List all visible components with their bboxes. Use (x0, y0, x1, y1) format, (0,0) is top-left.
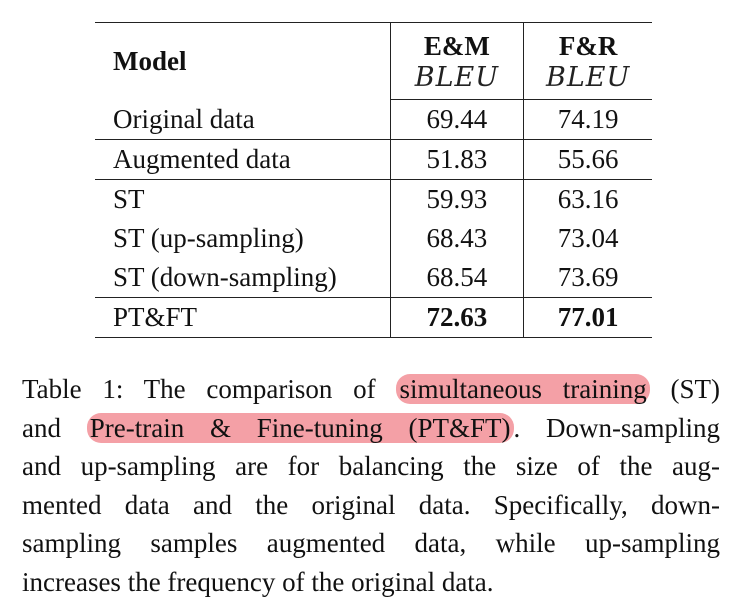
table-row: ST 59.93 63.16 (95, 179, 652, 219)
table-metric-row: BLEU BLEU (95, 62, 652, 100)
row-fr-best: 77.01 (523, 297, 652, 338)
header-model: Model (95, 22, 391, 100)
caption-text: and (22, 412, 61, 443)
row-model: ST (113, 184, 145, 214)
row-em-best: 72.63 (389, 297, 525, 338)
caption-line: sampling samples augmented data, while u… (22, 528, 720, 558)
table-row: ST (down-sampling) 68.54 73.69 (95, 258, 652, 298)
results-table: Model E&M F&R BLEU BLEU Original data 69… (95, 22, 652, 338)
header-em: E&M (389, 22, 525, 62)
caption-line: and up-sampling are for balancing the si… (22, 451, 720, 481)
row-fr: 74.19 (557, 104, 619, 134)
caption-text: (ST) (670, 374, 721, 404)
row-em: 69.44 (389, 99, 525, 140)
row-em: 68.43 (389, 219, 525, 258)
highlight-simultaneous-training: simultaneous training (396, 374, 650, 404)
caption-text: . Down-sampling (513, 412, 721, 443)
table-row: Original data 69.44 74.19 (95, 99, 652, 140)
row-model: PT&FT (95, 297, 391, 338)
row-em: 51.83 (389, 139, 525, 180)
caption-line: increases the frequency of the original … (22, 566, 494, 597)
caption-line: Table 1: The comparison of simultaneous … (22, 370, 720, 409)
row-em: 68.54 (389, 258, 525, 298)
row-model: ST (up-sampling) (113, 223, 304, 253)
row-fr: 73.69 (523, 258, 652, 298)
table-header-row: Model E&M F&R (95, 22, 652, 100)
row-model: Augmented data (95, 139, 391, 180)
caption-text: Table 1: The comparison of (22, 374, 376, 404)
row-fr: 73.04 (557, 223, 619, 253)
caption-line: and Pre-train & Fine-tuning (PT&FT). Dow… (22, 409, 720, 448)
row-em: 59.93 (389, 179, 525, 219)
metric-fr: BLEU (546, 62, 631, 93)
table-caption: Table 1: The comparison of simultaneous … (22, 370, 720, 601)
table-row: PT&FT 72.63 77.01 (95, 297, 652, 338)
highlight-pretrain-finetuning: Pre-train & Fine-tuning (PT&FT) (86, 412, 514, 443)
table-row: Augmented data 51.83 55.66 (95, 139, 652, 180)
row-model: ST (down-sampling) (95, 258, 391, 298)
caption-line: mented data and the original data. Speci… (22, 489, 720, 520)
row-fr: 55.66 (523, 139, 652, 180)
row-fr: 63.16 (557, 184, 619, 214)
table-row: ST (up-sampling) 68.43 73.04 (95, 219, 652, 258)
results-table-container: Model E&M F&R BLEU BLEU Original data 69… (95, 22, 652, 338)
row-model: Original data (113, 103, 255, 134)
metric-em: BLEU (414, 62, 500, 93)
header-fr: F&R (523, 22, 652, 62)
